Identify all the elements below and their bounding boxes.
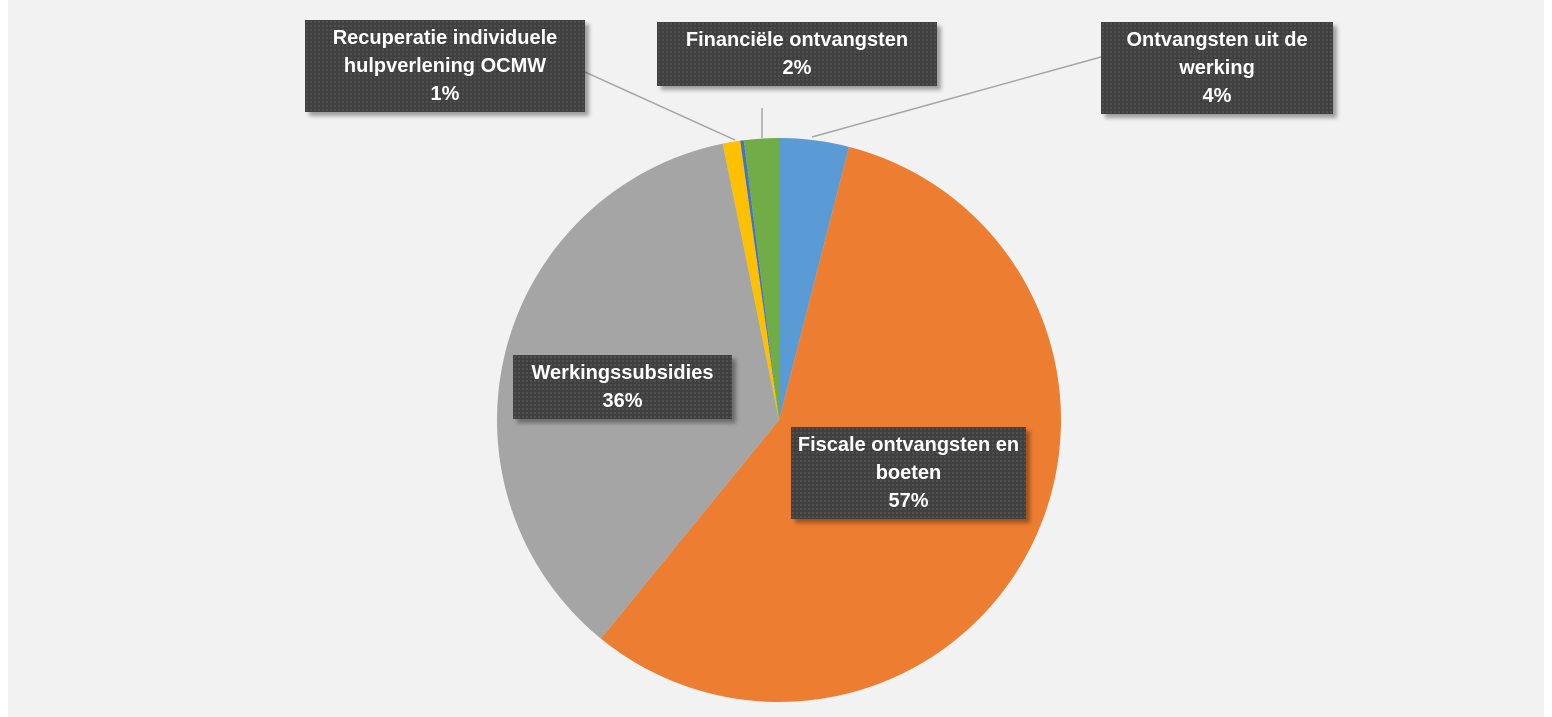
label-name: Fiscale ontvangsten en boeten xyxy=(797,434,1020,484)
label-value: 2% xyxy=(782,57,812,79)
pie-slice xyxy=(779,138,849,420)
label-name: Ontvangsten uit de werking xyxy=(1126,29,1308,79)
label-value: 36% xyxy=(602,390,643,412)
pie-slice xyxy=(722,140,779,420)
data-label: Werkingssubsidies 36% xyxy=(513,355,732,419)
leader-line xyxy=(811,56,1102,138)
pie-slice xyxy=(600,146,1061,702)
data-label: Financiële ontvangsten 2% xyxy=(657,22,937,86)
data-label: Fiscale ontvangsten en boeten 57% xyxy=(791,427,1026,519)
pie-slice xyxy=(740,140,779,421)
label-value: 1% xyxy=(430,83,460,105)
label-name: Recuperatie individuele hulpverlening OC… xyxy=(332,27,558,77)
data-label: Recuperatie individuele hulpverlening OC… xyxy=(305,20,585,112)
pie-slice xyxy=(743,138,779,420)
label-name: Financiële ontvangsten xyxy=(685,29,909,51)
leader-line xyxy=(584,71,736,141)
label-value: 4% xyxy=(1202,85,1232,107)
label-value: 57% xyxy=(888,490,929,512)
data-label: Ontvangsten uit de werking 4% xyxy=(1101,22,1333,114)
label-name: Werkingssubsidies xyxy=(531,362,714,384)
